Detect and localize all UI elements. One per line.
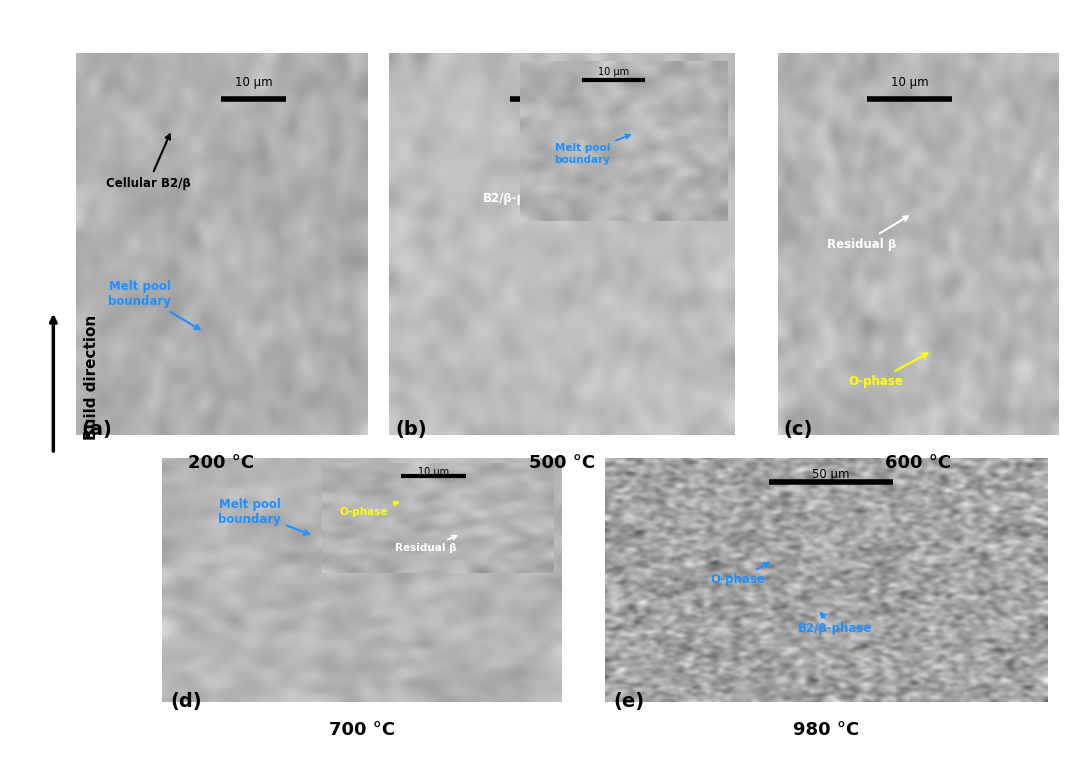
Text: O-phase: O-phase [339,501,399,517]
Text: 30 μm: 30 μm [535,76,571,89]
Text: 980 °C: 980 °C [793,721,860,739]
Text: (c): (c) [783,420,812,439]
Text: 10 μm: 10 μm [418,467,448,477]
Text: 50 μm: 50 μm [359,468,396,481]
Text: Residual β: Residual β [827,216,908,251]
Text: Melt pool
boundary: Melt pool boundary [108,280,200,330]
Text: B2/β-phase: B2/β-phase [798,613,873,636]
Text: 600 °C: 600 °C [885,454,951,472]
Text: B2/β-phase: B2/β-phase [483,153,557,205]
Text: 200 °C: 200 °C [188,454,255,472]
Text: 700 °C: 700 °C [328,721,395,739]
Text: Cellular B2/β: Cellular B2/β [106,134,191,190]
Text: Build direction: Build direction [84,315,98,440]
Text: 500 °C: 500 °C [528,454,595,472]
Text: Residual β: Residual β [395,536,457,553]
Text: (b): (b) [395,420,428,439]
Text: (e): (e) [613,692,645,711]
Text: O-phase: O-phase [711,563,769,587]
Text: Melt pool
boundary: Melt pool boundary [218,497,309,535]
Text: (a): (a) [81,420,112,439]
Text: 10 μm: 10 μm [598,67,629,78]
Text: 50 μm: 50 μm [812,468,849,481]
Text: (d): (d) [170,692,202,711]
Text: 10 μm: 10 μm [891,76,929,89]
Text: Melt pool
boundary: Melt pool boundary [554,134,630,165]
Text: 10 μm: 10 μm [234,76,272,89]
Text: O-phase: O-phase [849,353,928,388]
